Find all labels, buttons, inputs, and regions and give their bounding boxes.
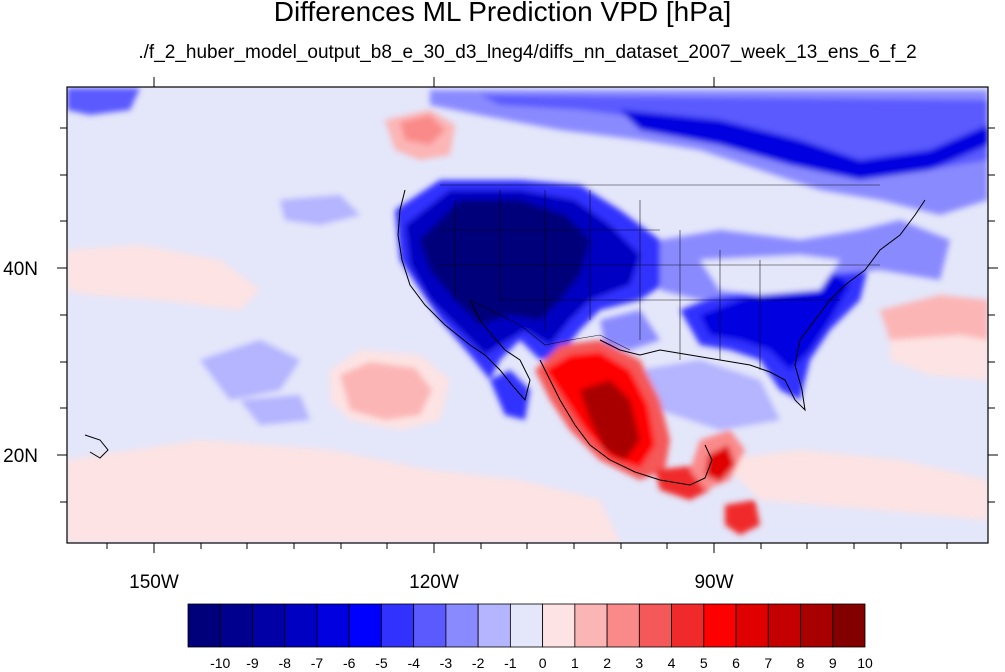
colorbar-label: -4 <box>407 655 420 671</box>
colorbar-label: -9 <box>246 655 259 671</box>
colorbar-swatch <box>606 603 640 648</box>
colorbar-label: -1 <box>504 655 517 671</box>
lat-tick-label: 40N <box>3 259 38 280</box>
colorbar-label: -8 <box>278 655 291 671</box>
colorbar-label: 6 <box>732 655 740 671</box>
colorbar-swatch <box>316 603 350 648</box>
colorbar-swatch <box>542 603 576 648</box>
colorbar-swatch <box>671 603 705 648</box>
colorbar-swatch <box>832 603 866 648</box>
colorbar-swatch <box>219 603 253 648</box>
colorbar-label: -7 <box>311 655 324 671</box>
colorbar-label: 3 <box>635 655 643 671</box>
colorbar-label: 4 <box>668 655 676 671</box>
political-borders <box>440 184 880 370</box>
colorbar-swatch <box>284 603 318 648</box>
lon-tick-label: 120W <box>409 572 459 593</box>
colorbar-label: -6 <box>343 655 356 671</box>
colorbar-swatch <box>800 603 834 648</box>
map-title: Differences ML Prediction VPD [hPa] <box>273 0 732 27</box>
colorbar-swatch <box>252 603 286 648</box>
colorbar-label: 0 <box>539 655 547 671</box>
coastlines <box>84 189 926 486</box>
colorbar: -10 -9 -8 -7 -6 -5 -4 -3 -2 -1 0 1 2 3 4 5 6 7 8 9 10 <box>187 603 873 671</box>
colorbar-swatch <box>735 603 769 648</box>
colorbar-swatch <box>703 603 737 648</box>
colorbar-label: -5 <box>375 655 388 671</box>
colorbar-label: 2 <box>603 655 611 671</box>
colorbar-swatch <box>445 603 479 648</box>
colorbar-label: -2 <box>472 655 485 671</box>
colorbar-label: 8 <box>797 655 805 671</box>
colorbar-label: 1 <box>571 655 579 671</box>
colorbar-label: 5 <box>700 655 708 671</box>
axis-ticks <box>57 77 998 553</box>
colorbar-label: -10 <box>210 655 230 671</box>
colorbar-swatch <box>767 603 801 648</box>
lon-tick-label: 150W <box>129 572 179 593</box>
colorbar-swatch <box>348 603 382 648</box>
map-subtitle: ./f_2_huber_model_output_b8_e_30_d3_lneg… <box>138 42 917 63</box>
colorbar-swatch <box>477 603 511 648</box>
colorbar-swatch <box>381 603 415 648</box>
colorbar-swatch <box>509 603 544 648</box>
colorbar-label: 9 <box>829 655 837 671</box>
colorbar-swatch <box>413 603 447 648</box>
colorbar-label: 10 <box>857 655 873 671</box>
lat-tick-label: 20N <box>3 446 38 467</box>
colorbar-label: -3 <box>440 655 453 671</box>
colorbar-label: 7 <box>764 655 772 671</box>
map-field <box>67 87 988 543</box>
colorbar-swatch <box>187 603 221 648</box>
lon-tick-label: 90W <box>694 572 733 593</box>
colorbar-swatch <box>638 603 672 648</box>
colorbar-swatch <box>574 603 608 648</box>
